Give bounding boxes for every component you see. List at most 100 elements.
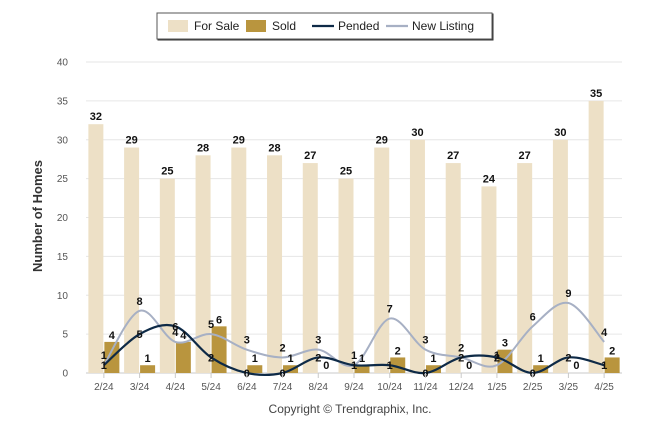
bar-sold xyxy=(354,365,370,373)
y-tick-label: 25 xyxy=(57,174,69,185)
data-label-for-sale: 28 xyxy=(268,142,280,154)
data-label-new-listing: 9 xyxy=(565,288,571,300)
bar-sold xyxy=(604,357,620,373)
bar-for-sale xyxy=(588,100,604,373)
line-pended xyxy=(103,323,605,377)
data-label-pended: 2 xyxy=(315,352,321,364)
series-lines xyxy=(103,301,605,377)
data-label-for-sale: 29 xyxy=(125,135,137,147)
copyright-credit: Copyright © Trendgraphix, Inc. xyxy=(269,402,432,416)
data-label-new-listing: 3 xyxy=(244,335,250,347)
y-tick-label: 35 xyxy=(57,96,69,107)
bar-sold xyxy=(175,341,191,373)
x-tick-label: 6/24 xyxy=(237,382,257,393)
data-label-pended: 1 xyxy=(387,360,393,372)
bar-for-sale xyxy=(338,178,354,373)
data-label-sold: 0 xyxy=(573,360,579,372)
y-tick-label: 15 xyxy=(57,252,69,263)
bar-sold xyxy=(533,365,549,373)
data-label-sold: 1 xyxy=(359,353,365,365)
y-tick-label: 30 xyxy=(57,135,69,146)
bar-for-sale xyxy=(374,147,390,373)
bar-for-sale xyxy=(124,147,140,373)
data-label-new-listing: 6 xyxy=(530,311,536,323)
legend-swatch xyxy=(246,20,266,32)
x-tick-label: 2/24 xyxy=(94,382,114,393)
y-tick-label: 20 xyxy=(57,213,69,224)
legend-label: New Listing xyxy=(412,19,474,33)
data-label-new-listing: 1 xyxy=(101,350,107,362)
data-label-new-listing: 1 xyxy=(494,350,500,362)
bar-sold xyxy=(247,365,263,373)
x-tick-label: 8/24 xyxy=(309,382,329,393)
legend-label: Sold xyxy=(272,19,296,33)
data-label-for-sale: 32 xyxy=(90,111,102,123)
bar-for-sale xyxy=(517,163,533,373)
data-label-sold: 1 xyxy=(430,353,436,365)
bar-for-sale xyxy=(88,124,104,373)
data-label-pended: 1 xyxy=(351,360,357,372)
data-label-new-listing: 5 xyxy=(208,319,214,331)
data-label-for-sale: 29 xyxy=(233,135,245,147)
data-label-pended: 2 xyxy=(494,352,500,364)
data-label-new-listing: 4 xyxy=(172,327,179,339)
bar-sold xyxy=(140,365,156,373)
x-tick-label: 12/24 xyxy=(449,382,474,393)
legend-swatch xyxy=(168,20,188,32)
data-label-for-sale: 25 xyxy=(340,166,352,178)
data-label-sold: 1 xyxy=(145,353,151,365)
data-labels: 3242912542862912812702512923012702432713… xyxy=(90,88,615,380)
data-label-sold: 1 xyxy=(287,353,293,365)
data-label-new-listing: 3 xyxy=(422,335,428,347)
legend: For Sale Sold Pended New Listing xyxy=(156,12,494,41)
bar-for-sale xyxy=(409,139,425,373)
data-label-sold: 0 xyxy=(466,360,472,372)
bar-for-sale xyxy=(231,147,247,373)
data-label-for-sale: 27 xyxy=(447,150,459,162)
bar-for-sale xyxy=(552,139,568,373)
bar-for-sale xyxy=(195,155,211,373)
data-label-pended: 6 xyxy=(172,321,178,333)
data-label-for-sale: 24 xyxy=(483,173,496,185)
data-label-for-sale: 25 xyxy=(161,166,173,178)
data-label-new-listing: 3 xyxy=(315,335,321,347)
data-label-sold: 4 xyxy=(109,330,116,342)
data-label-pended: 2 xyxy=(565,352,571,364)
data-label-for-sale: 35 xyxy=(590,88,602,100)
data-label-pended: 1 xyxy=(101,360,107,372)
data-label-sold: 1 xyxy=(252,353,258,365)
data-label-for-sale: 27 xyxy=(519,150,531,162)
data-label-sold: 0 xyxy=(323,360,329,372)
data-label-for-sale: 28 xyxy=(197,142,209,154)
data-label-new-listing: 2 xyxy=(458,342,464,354)
data-label-new-listing: 1 xyxy=(351,350,357,362)
x-tick-label: 4/25 xyxy=(594,382,614,393)
legend-label: Pended xyxy=(338,19,379,33)
data-label-pended: 2 xyxy=(458,352,464,364)
x-tick-label: 11/24 xyxy=(413,382,438,393)
y-tick-label: 5 xyxy=(62,330,68,341)
data-label-new-listing: 2 xyxy=(279,342,285,354)
data-label-new-listing: 8 xyxy=(137,296,143,308)
data-label-pended: 1 xyxy=(601,360,607,372)
data-label-for-sale: 30 xyxy=(411,127,423,139)
data-label-new-listing: 7 xyxy=(387,304,393,316)
y-tick-label: 0 xyxy=(62,369,68,380)
y-axis-title: Number of Homes xyxy=(30,160,45,272)
bar-for-sale xyxy=(302,163,318,373)
data-label-sold: 3 xyxy=(502,338,508,350)
x-tick-label: 2/25 xyxy=(523,382,543,393)
x-tick-label: 5/24 xyxy=(201,382,221,393)
data-label-sold: 4 xyxy=(180,330,187,342)
data-label-for-sale: 30 xyxy=(554,127,566,139)
x-tick-label: 1/25 xyxy=(487,382,507,393)
legend-label: For Sale xyxy=(194,19,240,33)
data-label-sold: 6 xyxy=(216,314,222,326)
y-axis: 0 5 10 15 20 25 30 35 40 xyxy=(57,58,69,380)
bars xyxy=(88,100,620,373)
x-tick-label: 4/24 xyxy=(166,382,186,393)
x-axis: 2/24 3/24 4/24 5/24 6/24 7/24 8/24 9/24 10/24 11/… xyxy=(94,373,614,393)
x-tick-label: 9/24 xyxy=(344,382,364,393)
